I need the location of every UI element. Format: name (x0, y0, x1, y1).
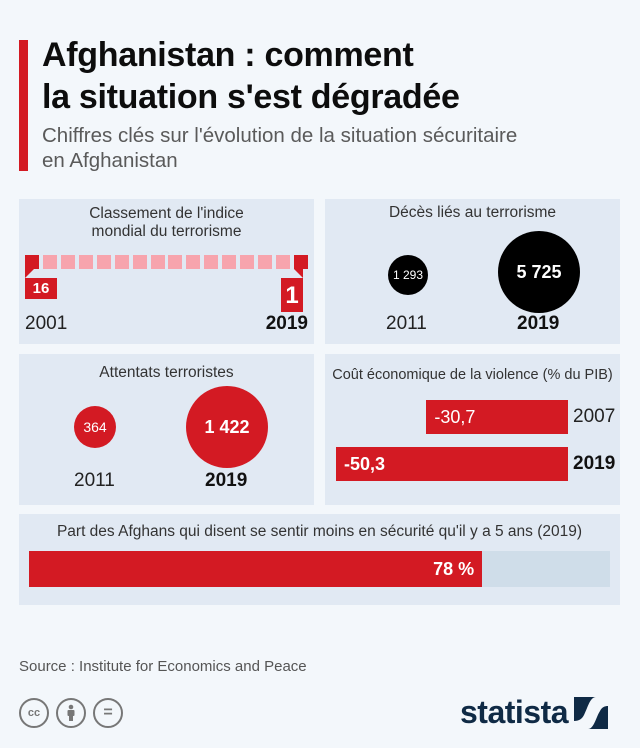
deaths-bubble-2019: 5 725 (498, 231, 580, 313)
person-icon (67, 704, 75, 721)
attacks-year-2011: 2011 (74, 470, 115, 491)
brand-name: statista (460, 694, 569, 730)
security-share-track: 78 % (29, 551, 610, 587)
security-share-fill: 78 % (29, 551, 483, 587)
economic-cost-panel: Coût économique de la violence (% du PIB… (325, 354, 620, 505)
rank-square (114, 255, 129, 269)
no-derivatives-icon[interactable]: = (93, 698, 123, 728)
rank-square (60, 255, 75, 269)
year-label-2001: 2001 (25, 313, 68, 334)
rank-square (204, 255, 219, 269)
rank-square-highlight (25, 255, 39, 269)
economic-cost-title: Coût économique de la violence (% du PIB… (332, 367, 613, 383)
callout-notch-2001 (25, 269, 34, 278)
ranking-title-line-1: Classement de l'indice (89, 205, 244, 222)
economic-cost-year-2019: 2019 (573, 453, 616, 474)
rank-square-highlight (294, 255, 308, 269)
attacks-value-2019: 1 422 (204, 416, 250, 437)
license-icons: cc = (19, 698, 123, 728)
deaths-year-2019: 2019 (517, 313, 560, 334)
attacks-title: Attentats terroristes (99, 364, 234, 381)
deaths-value-2011: 1 293 (392, 268, 424, 282)
deaths-year-2011: 2011 (386, 313, 427, 334)
cc-icon[interactable]: cc (19, 698, 49, 728)
rank-callout-2001: 16 (25, 278, 57, 299)
deaths-title: Décès liés au terrorisme (388, 204, 557, 221)
rank-square (276, 255, 291, 269)
cc-icon-label: cc (27, 707, 41, 719)
ranking-title-line-2: mondial du terrorisme (91, 223, 242, 240)
attribution-icon[interactable] (56, 698, 86, 728)
attacks-panel: Attentats terroristes 364 1 422 2011 201… (19, 354, 314, 505)
security-share-value: 78 % (433, 559, 475, 579)
security-share-panel: Part des Afghans qui disent se sentir mo… (19, 514, 620, 605)
rank-square (240, 255, 255, 269)
rank-square (168, 255, 183, 269)
economic-cost-bar-2007: -30,7 (426, 400, 568, 434)
rank-square (258, 255, 273, 269)
economic-cost-value-2007: -30,7 (434, 407, 476, 427)
title-accent-bar (19, 40, 28, 171)
rank-square (78, 255, 93, 269)
page-title: Afghanistan : comment la situation s'est… (42, 34, 632, 118)
rank-callout-2019: 1 (281, 278, 303, 312)
subtitle-line-2: en Afghanistan (42, 149, 178, 172)
title-line-2: la situation s'est dégradée (42, 78, 460, 116)
rank-square (96, 255, 111, 269)
rank-square (150, 255, 165, 269)
attacks-year-2019: 2019 (205, 470, 248, 491)
nd-icon-label: = (103, 704, 113, 721)
deaths-bubble-2011: 1 293 (388, 255, 428, 295)
ranking-squares (25, 255, 308, 269)
rank-square (42, 255, 57, 269)
year-label-2019: 2019 (265, 313, 308, 334)
attacks-value-2011: 364 (83, 419, 107, 435)
rank-square (132, 255, 147, 269)
attacks-bubble-2019: 1 422 (186, 386, 268, 468)
deaths-value-2019: 5 725 (516, 261, 562, 282)
ranking-title: Classement de l'indice mondial du terror… (19, 205, 314, 241)
security-share-title: Part des Afghans qui disent se sentir mo… (56, 523, 583, 540)
economic-cost-bar-2019: -50,3 (336, 447, 568, 481)
economic-cost-year-2007: 2007 (573, 406, 616, 427)
economic-cost-value-2019: -50,3 (344, 454, 386, 474)
rank-square (222, 255, 237, 269)
attacks-bubble-2011: 364 (74, 406, 116, 448)
rank-square (186, 255, 201, 269)
statista-mark-icon (574, 696, 609, 729)
statista-logo[interactable]: statista (460, 694, 609, 731)
subtitle-line-1: Chiffres clés sur l'évolution de la situ… (42, 124, 518, 147)
ranking-panel: Classement de l'indice mondial du terror… (19, 199, 314, 344)
source-note: Source : Institute for Economics and Pea… (19, 658, 307, 675)
page-subtitle: Chiffres clés sur l'évolution de la situ… (42, 123, 632, 173)
callout-notch-2019 (294, 269, 303, 278)
title-line-1: Afghanistan : comment (42, 36, 414, 74)
deaths-panel: Décès liés au terrorisme 1 293 5 725 201… (325, 199, 620, 344)
